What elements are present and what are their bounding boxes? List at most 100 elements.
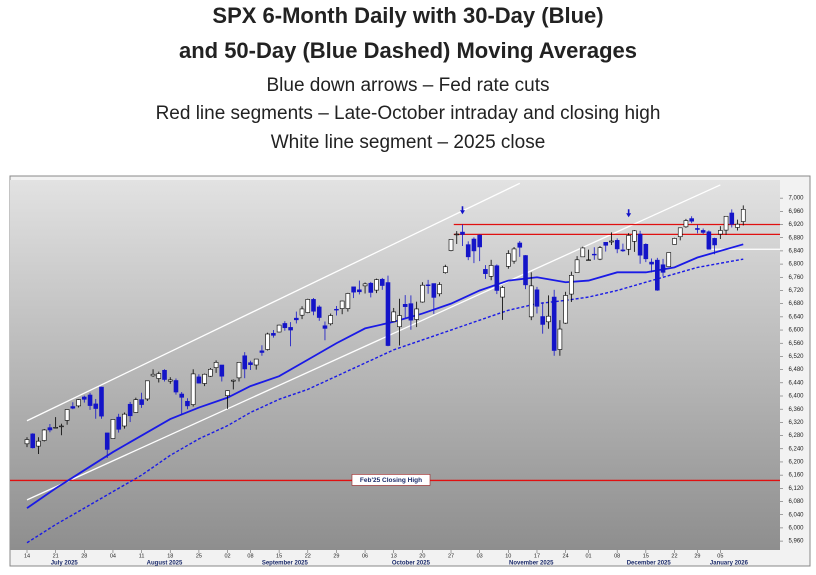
- candle-body: [649, 261, 654, 265]
- candle-body: [500, 287, 505, 298]
- y-tick-label: 6,680: [788, 301, 804, 307]
- candle-body: [236, 362, 242, 379]
- y-tick-label: 5,960: [788, 539, 804, 545]
- y-tick-label: 6,160: [788, 473, 804, 479]
- candle-body: [442, 266, 448, 273]
- y-tick-label: 6,520: [788, 354, 804, 360]
- candle-body: [145, 380, 150, 400]
- y-tick-label: 6,760: [788, 275, 804, 281]
- candle-body: [190, 373, 196, 405]
- month-label: September 2025: [262, 561, 309, 567]
- x-tick-label: 15: [276, 553, 282, 559]
- month-label: January 2026: [710, 561, 749, 567]
- candle-body: [196, 376, 202, 384]
- candle-body: [299, 308, 305, 316]
- chart-title: and 50-Day (Blue Dashed) Moving Averages: [179, 38, 637, 63]
- candle-body: [248, 362, 253, 365]
- x-tick-label: 13: [391, 553, 397, 559]
- candle-body: [334, 308, 339, 311]
- y-tick-label: 6,000: [788, 525, 804, 531]
- x-tick-label: 08: [614, 553, 620, 559]
- y-tick-label: 6,120: [788, 486, 804, 492]
- y-tick-label: 7,000: [788, 196, 804, 202]
- candle-body: [540, 316, 546, 325]
- candle-body: [225, 390, 230, 396]
- candle-body: [460, 231, 465, 235]
- y-tick-label: 6,800: [788, 262, 804, 268]
- y-tick-label: 6,480: [788, 367, 804, 373]
- candle-body: [253, 358, 259, 366]
- month-label: August 2025: [147, 561, 183, 567]
- candle-body: [276, 324, 282, 333]
- x-tick-label: 29: [333, 553, 339, 559]
- y-tick-label: 6,920: [788, 222, 804, 228]
- candle-body: [523, 255, 528, 286]
- candle-body: [666, 252, 672, 268]
- x-tick-label: 02: [224, 553, 230, 559]
- y-tick-label: 6,080: [788, 499, 804, 505]
- candle-body: [609, 240, 614, 243]
- x-tick-label: 04: [110, 553, 116, 559]
- candle-body: [379, 278, 385, 286]
- candle-body: [402, 304, 408, 307]
- candle-body: [506, 253, 511, 267]
- y-tick-label: 6,600: [788, 328, 804, 334]
- candle-body: [517, 242, 523, 248]
- candle-body: [534, 289, 540, 307]
- candle-body: [339, 300, 345, 309]
- chart-title: SPX 6-Month Daily with 30-Day (Blue): [212, 3, 603, 28]
- candle-body: [654, 259, 660, 291]
- subtitle: Red line segments – Late-October intrada…: [156, 103, 661, 124]
- candle-body: [271, 333, 276, 336]
- x-tick-label: 15: [643, 553, 649, 559]
- candle-body: [385, 282, 391, 346]
- candle-body: [64, 409, 70, 421]
- x-tick-label: 06: [362, 553, 368, 559]
- x-tick-label: 28: [81, 553, 87, 559]
- subtitle: Blue down arrows – Fed rate cuts: [266, 75, 549, 96]
- candle-body: [597, 247, 603, 260]
- candle-body: [316, 306, 322, 318]
- candle-body: [700, 230, 706, 233]
- candle-body: [420, 284, 425, 303]
- candle-body: [70, 406, 76, 409]
- candle-body: [494, 265, 500, 291]
- x-tick-label: 24: [563, 553, 569, 559]
- candle-body: [362, 283, 368, 287]
- candle-body: [414, 308, 419, 320]
- candle-body: [139, 399, 144, 405]
- x-tick-label: 22: [671, 553, 677, 559]
- candle-body: [127, 403, 133, 417]
- candle-body: [580, 247, 586, 258]
- candle-body: [345, 293, 351, 309]
- x-tick-label: 11: [139, 553, 145, 559]
- candle-body: [351, 286, 356, 293]
- candle-body: [156, 373, 162, 379]
- candle-body: [574, 259, 580, 273]
- reference-label: Feb'25 Closing High: [360, 477, 422, 484]
- candle-body: [179, 393, 185, 398]
- plot-area: [10, 180, 780, 550]
- candle-body: [683, 220, 689, 228]
- x-tick-label: 08: [247, 553, 253, 559]
- candle-body: [563, 295, 568, 324]
- candle-body: [643, 244, 649, 260]
- candle-body: [626, 235, 631, 250]
- candle-body: [173, 380, 179, 393]
- candle-body: [603, 242, 609, 246]
- month-label: December 2025: [627, 561, 672, 567]
- candle-body: [357, 289, 362, 293]
- x-tick-label: 17: [534, 553, 540, 559]
- candle-body: [76, 399, 81, 407]
- candle-body: [637, 233, 643, 256]
- candle-body: [620, 249, 626, 252]
- candle-body: [488, 265, 494, 277]
- candle-body: [162, 369, 167, 380]
- moving-average: [26, 258, 744, 544]
- x-tick-label: 20: [419, 553, 425, 559]
- month-label: July 2025: [51, 561, 79, 567]
- y-tick-label: 6,240: [788, 446, 804, 452]
- moving-average: [26, 243, 744, 509]
- candle-body: [465, 244, 471, 258]
- candle-body: [219, 364, 225, 377]
